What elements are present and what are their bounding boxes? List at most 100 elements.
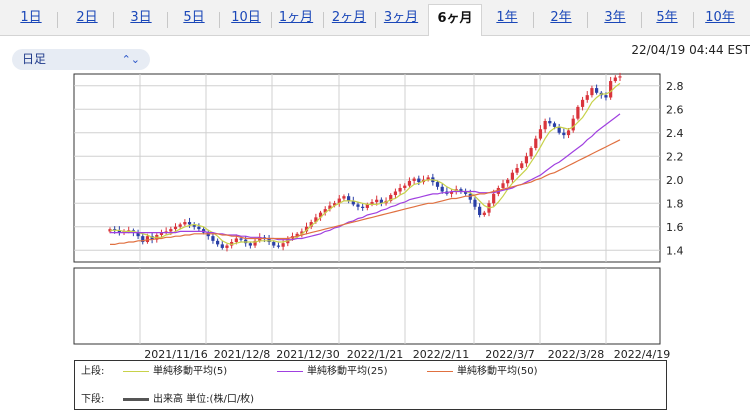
candle-body (173, 226, 178, 230)
y-tick-label: 1.6 (666, 221, 684, 234)
y-tick-label: 2.2 (666, 150, 684, 163)
candle-body (557, 126, 561, 133)
candle-body (548, 121, 552, 124)
tab-11[interactable]: 2年 (550, 10, 572, 25)
chevron-updown-icon: ⌃⌄ (121, 53, 140, 66)
candle-body (501, 183, 505, 188)
tab-6[interactable]: 1ヶ月 (278, 10, 314, 25)
legend-item-volume: 出来高 単位:(株/口/枚) (117, 393, 254, 407)
candle-body (365, 204, 369, 208)
candle-body (220, 244, 224, 248)
tab-separator (219, 12, 220, 28)
candle-body (323, 209, 327, 213)
candle-body (197, 226, 201, 230)
candle-body (604, 95, 608, 98)
candle-body (113, 229, 117, 231)
candle-body (482, 212, 486, 215)
legend-swatch-sma25 (277, 370, 303, 372)
tab-4[interactable]: 5日 (183, 10, 205, 25)
sma5-line (110, 82, 621, 246)
candle-body (576, 106, 580, 119)
tab-separator (375, 12, 376, 28)
x-tick-label: 2022/2/11 (413, 348, 469, 361)
tab-separator (271, 12, 272, 28)
legend-lower-row: 下段: 出来高 単位:(株/口/枚) (81, 393, 254, 407)
tab-separator (693, 12, 694, 28)
candle-body (473, 199, 477, 207)
candle-body (398, 187, 402, 192)
candle-body (117, 230, 121, 233)
candle-body (543, 121, 547, 130)
candle-body (318, 212, 323, 218)
candle-body (515, 168, 519, 173)
tab-10[interactable]: 1年 (496, 10, 518, 25)
candle-body (534, 138, 538, 149)
y-tick-label: 2.8 (666, 80, 684, 93)
interval-selector[interactable]: 日足 ⌃⌄ (12, 49, 150, 70)
candle-body (417, 178, 421, 183)
tab-9[interactable]: 6ヶ月 (428, 4, 482, 36)
legend-upper-row: 上段: 単純移動平均(5) 単純移動平均(25) 単純移動平均(50) (81, 365, 538, 379)
legend-item-sma25-label: 単純移動平均(25) (307, 366, 388, 377)
candle-body (192, 224, 196, 227)
candle-body (183, 222, 187, 225)
tab-separator (113, 12, 114, 28)
candle-body (403, 185, 407, 188)
candle-body (225, 245, 229, 248)
candle-body (585, 95, 589, 100)
legend-item-sma50-label: 単純移動平均(50) (457, 366, 538, 377)
candle-body (295, 233, 299, 237)
candle-body (351, 200, 355, 205)
x-tick-label: 2022/4/19 (614, 348, 670, 361)
tab-3[interactable]: 3日 (130, 10, 152, 25)
candle-body (332, 203, 337, 206)
candle-body (435, 182, 440, 187)
x-tick-label: 2022/1/21 (347, 348, 403, 361)
legend-item-sma50: 単純移動平均(50) (421, 365, 538, 379)
interval-selector-label: 日足 (22, 52, 47, 66)
candle-body (234, 238, 238, 243)
x-tick-label: 2021/12/8 (214, 348, 270, 361)
candle-body (613, 77, 617, 82)
legend-item-sma5: 単純移動平均(5) (117, 365, 227, 379)
tab-8[interactable]: 3ヶ月 (383, 10, 419, 25)
candle-body (463, 191, 468, 194)
candle-body (375, 199, 379, 203)
tab-separator (587, 12, 588, 28)
tab-14[interactable]: 10年 (705, 10, 735, 25)
tab-12[interactable]: 3年 (604, 10, 626, 25)
x-tick-label: 2021/11/16 (144, 348, 207, 361)
candle-body (239, 238, 243, 240)
candle-body (145, 236, 150, 243)
candle-body (216, 240, 220, 245)
legend-swatch-sma5 (123, 370, 149, 372)
candle-body (379, 199, 383, 204)
candle-body (276, 245, 281, 247)
candle-body (361, 206, 365, 208)
tab-1[interactable]: 1日 (20, 10, 42, 25)
candle-body (304, 226, 309, 232)
tab-5[interactable]: 10日 (231, 10, 261, 25)
tab-separator (533, 12, 534, 28)
legend-lower-label: 下段: (81, 394, 105, 405)
candle-body (178, 224, 182, 227)
candle-body (440, 186, 444, 192)
lower-plot-frame (73, 267, 661, 345)
candle-body (141, 236, 145, 243)
candle-body (538, 129, 543, 139)
candle-body (426, 177, 430, 180)
tab-13[interactable]: 5年 (656, 10, 678, 25)
tab-2[interactable]: 2日 (76, 10, 98, 25)
sma50-line (110, 139, 621, 245)
candle-body (150, 236, 154, 240)
candle-body (370, 202, 374, 205)
candle-body (566, 130, 571, 136)
candle-body (520, 163, 524, 168)
candle-body (389, 195, 393, 201)
tab-7[interactable]: 2ヶ月 (331, 10, 367, 25)
candle-body (328, 205, 332, 210)
candle-body (492, 193, 496, 204)
candle-body (412, 178, 416, 181)
candle-body (253, 240, 257, 246)
